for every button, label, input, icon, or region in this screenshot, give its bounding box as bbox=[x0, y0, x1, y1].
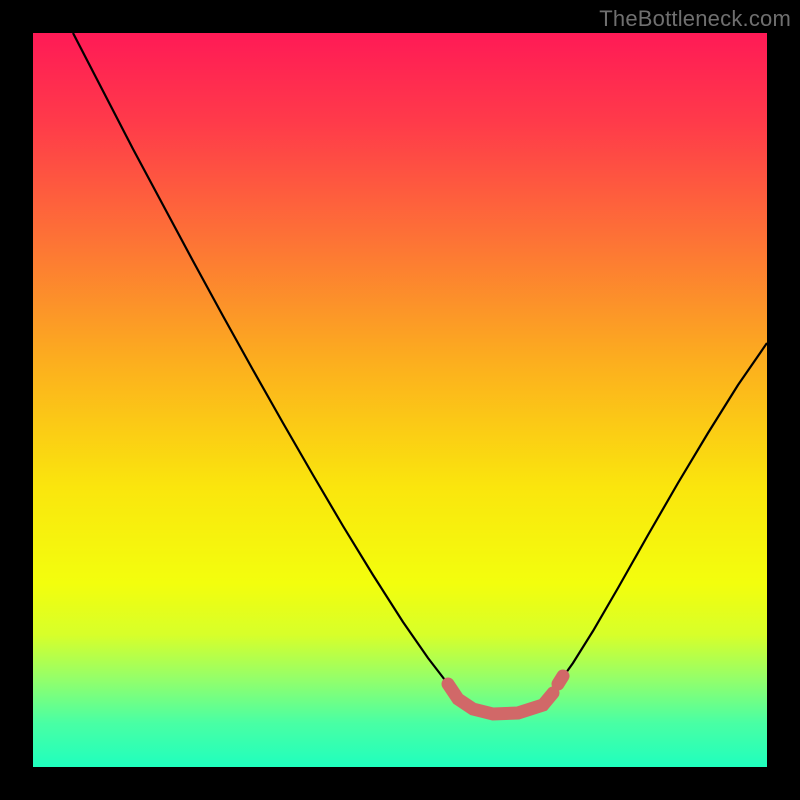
frame-left bbox=[0, 0, 33, 800]
chart-background bbox=[33, 33, 767, 767]
bottleneck-curve-chart bbox=[33, 33, 767, 767]
bottom-segment-2 bbox=[558, 676, 563, 684]
watermark-text: TheBottleneck.com bbox=[599, 6, 791, 32]
frame-right bbox=[767, 0, 800, 800]
bottleneck-curve-svg bbox=[33, 33, 767, 767]
frame-bottom bbox=[0, 767, 800, 800]
